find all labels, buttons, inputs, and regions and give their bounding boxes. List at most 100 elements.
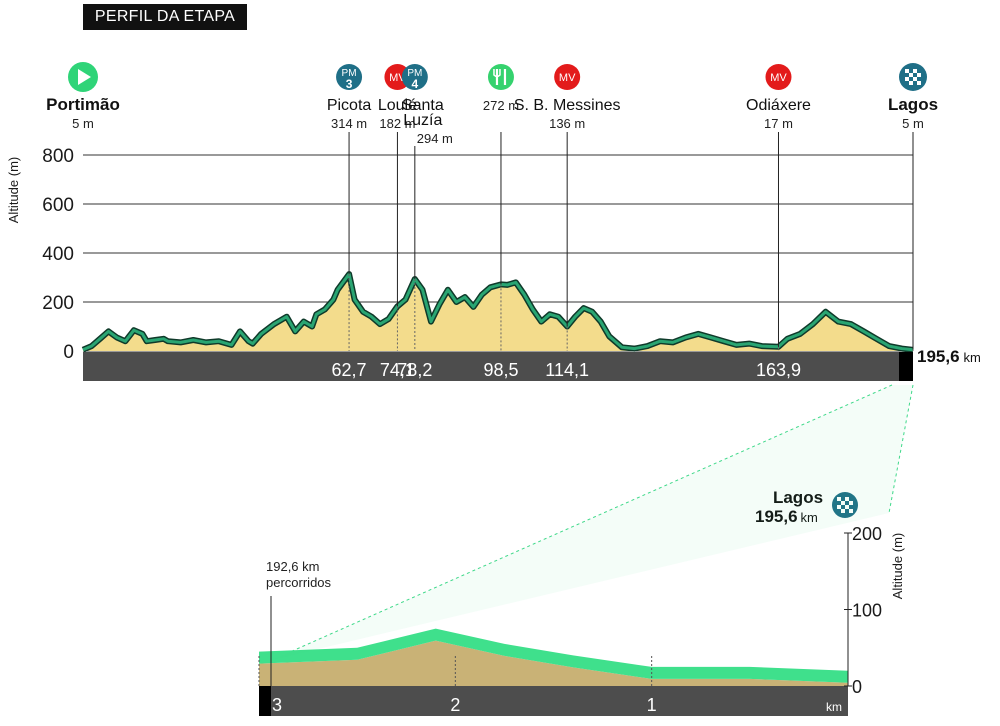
total-distance-unit: km (964, 350, 981, 365)
checker-cell (841, 501, 845, 505)
zoom-finish-distance: 195,6 km (755, 507, 818, 526)
profile-line (82, 272, 914, 352)
total-distance-value: 195,6 (917, 347, 960, 366)
waypoint-6: MV S. B. Messines 136 m 114,1 (514, 64, 621, 380)
zoom-finish-km-unit: km (801, 510, 818, 525)
badge-label: MV (770, 72, 787, 84)
zoom-distance-bar (259, 686, 848, 716)
checker-cell (845, 501, 849, 505)
waypoint-km-label: 114,1 (545, 360, 589, 380)
badge-label: MV (559, 72, 576, 84)
finish-km-marker (899, 352, 913, 381)
checker-cell (849, 509, 853, 513)
waypoint-name: Lagos (888, 95, 938, 114)
checker-cell (913, 77, 917, 81)
waypoint-altitude: 294 m (417, 131, 453, 146)
play-triangle (78, 69, 91, 85)
y-tick-label: 200 (42, 293, 74, 314)
checker-cell (913, 81, 917, 85)
waypoint-name: Picota (327, 97, 372, 114)
zoom-y-axis-label: Altitude (m) (890, 533, 905, 599)
waypoint-name: Portimão (46, 95, 120, 114)
checker-cell (917, 81, 921, 85)
zoom-y-tick-label: 200 (852, 524, 882, 544)
waypoint-km-label: 62,7 (332, 360, 367, 380)
waypoint-5: 272 m 98,5 (483, 64, 519, 380)
waypoint-8: Lagos 5 m (888, 63, 938, 351)
checker-cell (837, 497, 841, 501)
waypoint-altitude: 5 m (72, 116, 94, 131)
waypoint-2: PM3 Picota 314 m 62,7 (327, 64, 372, 380)
zoom-x-tick-label: 2 (450, 695, 460, 715)
waypoint-altitude: 182 m (379, 116, 415, 131)
zoom-connector-right (888, 384, 914, 514)
main-profile: 0 200 400 600 800 Altitude (m) 195,6 km Portimão… (6, 62, 981, 381)
checker-cell (909, 69, 913, 73)
checker-cell (913, 69, 917, 73)
checker-cell (841, 505, 845, 509)
checker-cell (837, 505, 841, 509)
checker-cell (905, 73, 909, 77)
zoom-area (259, 640, 848, 686)
y-tick-label: 800 (42, 146, 74, 167)
zoom-connector-left (271, 384, 893, 661)
checker-cell (909, 77, 913, 81)
checker-cell (917, 69, 921, 73)
zoom-finish-name: Lagos (773, 488, 823, 507)
badge-label: PM (407, 68, 422, 79)
distance-bar (83, 352, 899, 381)
y-tick-label: 600 (42, 195, 74, 216)
checker-cell (913, 73, 917, 77)
zoom-annotation-line: 192,6 km (266, 559, 319, 574)
zoom-annotation-line: percorridos (266, 575, 332, 590)
y-tick-label: 400 (42, 244, 74, 265)
checker-cell (849, 501, 853, 505)
waypoint-km-label: 74,1 (380, 360, 415, 380)
waypoint-7: MV Odiáxere 17 m 163,9 (746, 64, 811, 380)
waypoint-altitude: 314 m (331, 116, 367, 131)
page-title: PERFIL DA ETAPA (83, 4, 247, 30)
profile-area (83, 274, 913, 351)
checker-cell (849, 505, 853, 509)
checker-cell (849, 497, 853, 501)
checker-cell (909, 73, 913, 77)
waypoint-name: Santa Luzía (402, 97, 444, 129)
mountain-pass-badge-icon (336, 64, 363, 90)
zoom-y-tick-label: 100 (852, 601, 882, 621)
zoom-finish-km-value: 195,6 (755, 507, 798, 526)
mountain-pass-badge-icon (401, 64, 428, 90)
zoom-fade (272, 385, 913, 660)
checker-cell (909, 81, 913, 85)
total-distance-label: 195,6 km (917, 347, 981, 366)
checker-cell (905, 77, 909, 81)
waypoint-1: Portimão 5 m (46, 62, 120, 131)
checker-cell (917, 73, 921, 77)
checker-cell (837, 501, 841, 505)
waypoint-km-label: 78,2 (397, 360, 432, 380)
checker-cell (845, 509, 849, 513)
y-tick-label: 0 (63, 342, 74, 363)
zoom-start-marker (259, 686, 271, 716)
badge-category: 4 (411, 77, 418, 91)
zoom-x-tick-label: 1 (647, 695, 657, 715)
waypoint-name: S. B. Messines (514, 97, 621, 114)
waypoint-km-label: 98,5 (483, 360, 518, 380)
checker-cell (905, 69, 909, 73)
waypoint-altitude: 5 m (902, 116, 924, 131)
zoom-y-tick-label: 0 (852, 677, 862, 697)
zoom-x-axis-label: km (826, 700, 842, 714)
waypoint-altitude: 136 m (549, 116, 585, 131)
checker-cell (845, 497, 849, 501)
intermediate-sprint-badge-icon (554, 64, 581, 90)
badge-label: PM (342, 68, 357, 79)
cutlery-icon (487, 64, 514, 90)
waypoint-name: Loulé (378, 97, 417, 114)
waypoint-km-label: 163,9 (756, 360, 801, 380)
checker-cell (917, 77, 921, 81)
y-axis-label: Altitude (m) (6, 157, 21, 223)
waypoint-altitude: 272 m (483, 98, 519, 113)
waypoint-name-line: Luzía (403, 112, 442, 129)
checker-cell (841, 497, 845, 501)
